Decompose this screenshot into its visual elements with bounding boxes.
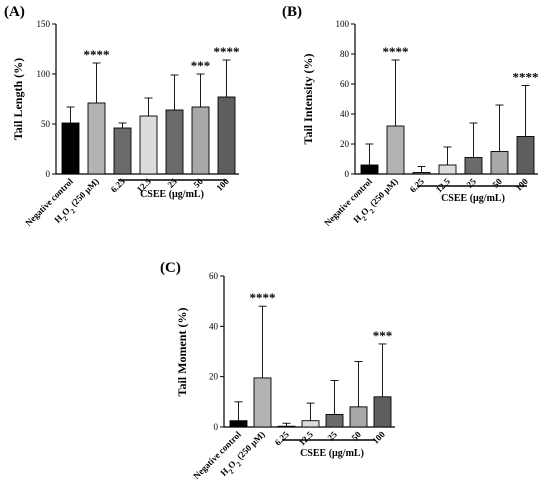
y-axis-label-b: Tail Intensity (%) [301, 54, 315, 145]
bar-b [438, 164, 457, 175]
y-axis-label-c: Tail Moment (%) [175, 308, 189, 397]
y-tick-label-a: 0 [46, 169, 51, 179]
significance-label-a: **** [84, 47, 110, 62]
y-tick-label-b: 60 [340, 79, 350, 89]
bar-a [139, 115, 158, 175]
bar-b [516, 136, 535, 175]
panel-a: (A) Tail Length (%) CSEE (µg/mL) 0 50 100 1… [4, 4, 240, 228]
y-tick-label-a: 50 [41, 119, 51, 129]
bar-b [490, 151, 509, 175]
y-tick-label-b: 0 [345, 169, 350, 179]
panel-label-c: (C) [160, 260, 181, 276]
panel-label-a: (A) [4, 4, 25, 20]
y-tick-label-a: 100 [37, 69, 51, 79]
category-label-c: 6.25 [273, 429, 292, 448]
y-tick-label-c: 0 [214, 422, 219, 432]
category-label-a: 25 [165, 176, 179, 190]
y-tick-label-b: 100 [336, 19, 350, 29]
y-tick-label-b: 80 [340, 49, 350, 59]
y-tick-label-b: 20 [340, 139, 350, 149]
bar-a [113, 127, 132, 175]
y-tick-label-c: 40 [209, 321, 219, 331]
panel-b: (B) Tail Intensity (%) CSEE (µg/mL) 0 20 4… [282, 4, 539, 228]
bar-c [349, 406, 368, 428]
bar-a [217, 96, 236, 175]
bar-a [87, 102, 106, 175]
bar-a [61, 122, 80, 175]
category-label-b: 50 [490, 176, 504, 190]
category-label-a: 50 [191, 176, 205, 190]
significance-label-a: *** [191, 58, 211, 73]
bar-c [301, 420, 320, 428]
y-tick-label-b: 40 [340, 109, 350, 119]
group-label-a: CSEE (µg/mL) [140, 189, 204, 200]
y-tick-label-a: 150 [37, 19, 51, 29]
category-label-c: 100 [370, 429, 387, 446]
category-label-b: 25 [464, 176, 478, 190]
significance-label-b: **** [383, 44, 409, 59]
significance-label-c: *** [373, 328, 393, 343]
category-label-b: 100 [513, 176, 530, 193]
bar-c [277, 425, 296, 428]
significance-label-c: **** [250, 290, 276, 305]
bar-c [229, 420, 248, 428]
category-label-a: 6.25 [109, 176, 128, 195]
category-label-c: 12.5 [297, 429, 316, 448]
bar-c [325, 413, 344, 428]
category-label-c: H2O2 (250 µM) [218, 429, 269, 480]
bar-c [373, 396, 392, 428]
category-label-a: 100 [214, 176, 231, 193]
significance-label-a: **** [214, 44, 240, 59]
y-tick-label-c: 20 [209, 372, 219, 382]
panel-c: (C) Tail Moment (%) CSEE (µg/mL) 0 20 40 60… [160, 260, 395, 481]
bar-b [360, 164, 379, 175]
bar-a [191, 106, 210, 175]
y-axis-label-a: Tail Length (%) [11, 58, 25, 140]
y-tick-label-c: 60 [209, 271, 219, 281]
panel-label-b: (B) [282, 4, 302, 20]
bar-b [464, 157, 483, 175]
bar-a [165, 109, 184, 175]
significance-label-b: **** [513, 70, 539, 85]
group-label-c: CSEE (µg/mL) [300, 448, 364, 459]
bar-b [386, 125, 405, 175]
bar-c [253, 377, 272, 428]
group-label-b: CSEE (µg/mL) [441, 193, 505, 204]
bar-b [412, 172, 431, 175]
